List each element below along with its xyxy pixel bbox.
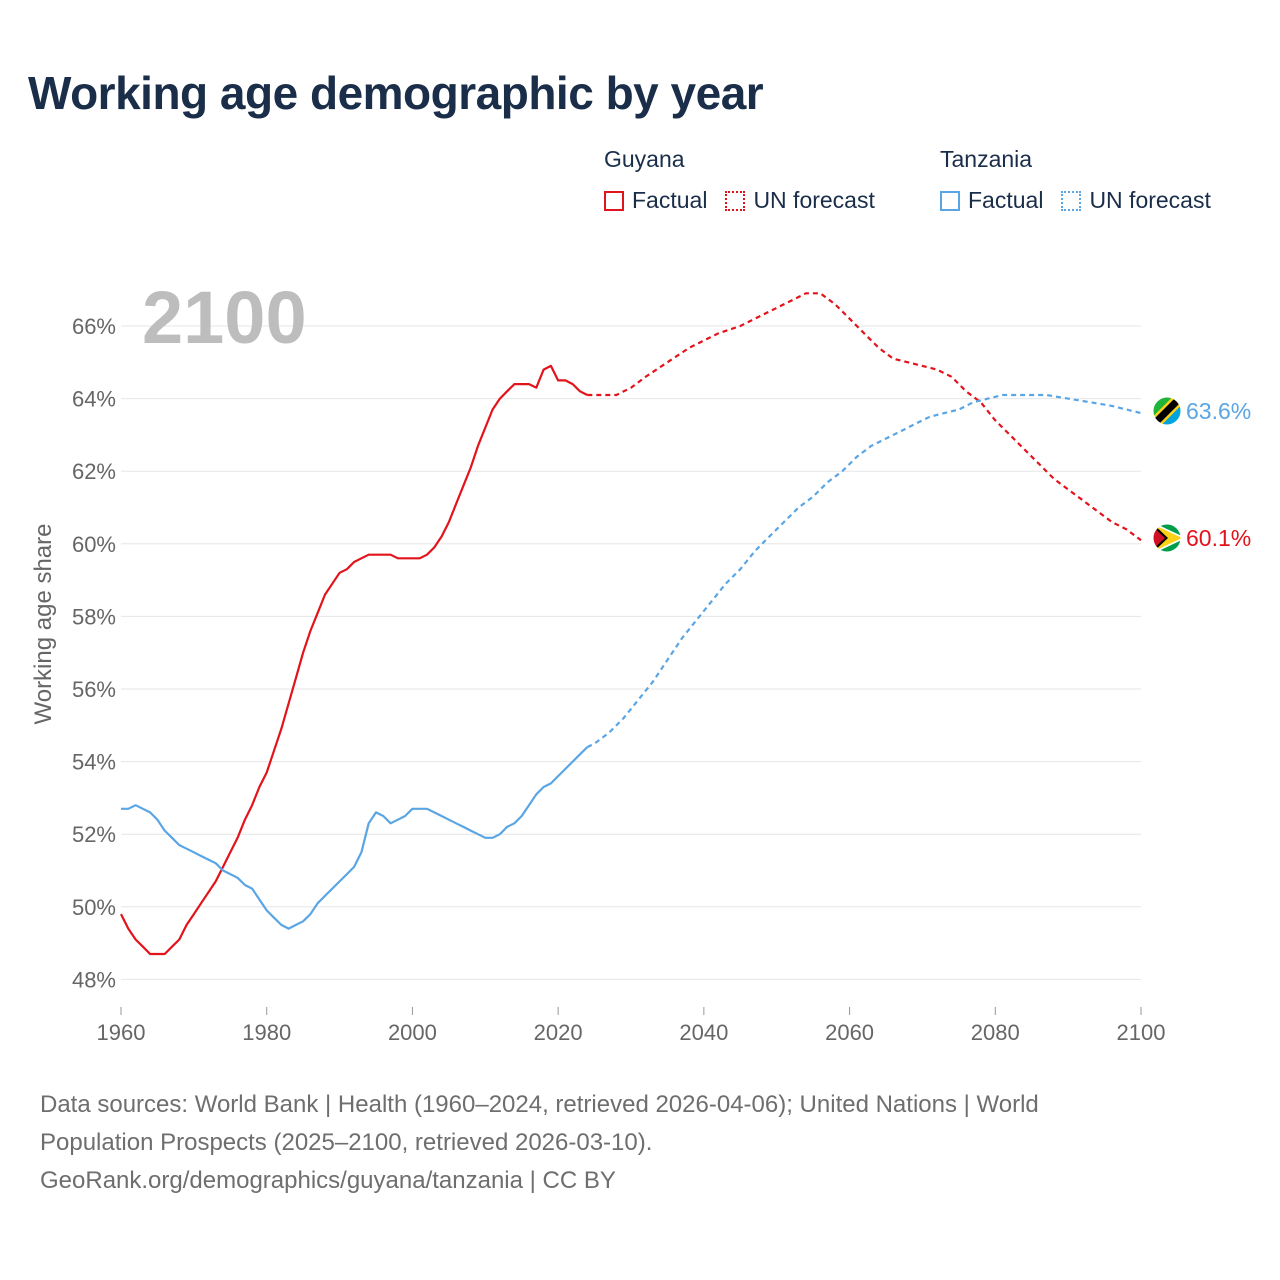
legend-group-guyana: Guyana Factual UN forecast [604, 146, 893, 214]
line-chart: 48% 50% 52% 54% 56% 58% 60% 62% 64% 66% 1960 1980 20… [30, 276, 1251, 1045]
legend-item-guyana-factual[interactable]: Factual [604, 187, 707, 214]
flag-tanzania-icon [1152, 396, 1182, 426]
end-markers: 63.6% 60.1% [1152, 396, 1251, 553]
legend-item-tanzania-factual[interactable]: Factual [940, 187, 1043, 214]
legend-item-guyana-forecast[interactable]: UN forecast [725, 187, 875, 214]
legend-group-name: Tanzania [940, 146, 1033, 172]
legend-label: UN forecast [753, 187, 875, 213]
legend-swatch-solid [940, 190, 960, 211]
series [120, 292, 1142, 956]
legend-swatch-solid [604, 190, 624, 211]
source-url[interactable]: GeoRank.org/demographics/guyana/tanzania… [40, 1167, 616, 1194]
end-label-guyana: 60.1% [1186, 525, 1251, 551]
y-axis-label: Working age share [30, 524, 57, 725]
legend-swatch-dotted [1061, 190, 1082, 211]
y-tick-label: 62% [72, 459, 116, 484]
legend-group-name: Guyana [604, 146, 685, 172]
legend-label: UN forecast [1089, 187, 1211, 213]
y-tick-label: 52% [72, 822, 116, 847]
y-tick-label: 60% [72, 532, 116, 557]
legend-group-tanzania: Tanzania Factual UN forecast [940, 146, 1229, 214]
y-tick-label: 48% [72, 967, 116, 992]
legend-item-tanzania-forecast[interactable]: UN forecast [1061, 187, 1211, 214]
y-tick-label: 58% [72, 604, 116, 629]
gridlines [121, 325, 1141, 980]
legend-label: Factual [632, 187, 708, 213]
legend-label: Factual [968, 187, 1044, 213]
series-line-tanzania-factual[interactable] [121, 746, 589, 930]
year-overlay: 2100 [142, 276, 307, 359]
x-tick-label: 2100 [1117, 1020, 1166, 1045]
y-tick-label: 66% [72, 314, 116, 339]
y-tick-label: 56% [72, 677, 116, 702]
x-tick-label: 2080 [971, 1020, 1020, 1045]
series-line-guyana-factual[interactable] [120, 364, 588, 956]
x-tick-label: 2060 [825, 1020, 874, 1045]
data-sources: Data sources: World Bank | Health (1960–… [40, 1091, 1039, 1156]
footer: Data sources: World Bank | Health (1960–… [40, 1086, 1150, 1200]
y-tick-label: 50% [72, 895, 116, 920]
y-tick-label: 64% [72, 387, 116, 412]
x-tick-label: 1960 [97, 1020, 146, 1045]
legend-swatch-dotted [725, 190, 746, 211]
x-tick-label: 2000 [388, 1020, 437, 1045]
x-tick-label: 2020 [534, 1020, 583, 1045]
flag-guyana-icon [1152, 523, 1182, 553]
x-tick-label: 1980 [242, 1020, 291, 1045]
series-line-guyana-forecast[interactable] [587, 292, 1142, 542]
x-tick-label: 2040 [679, 1020, 728, 1045]
axes: 48% 50% 52% 54% 56% 58% 60% 62% 64% 66% 1960 1980 20… [72, 314, 1166, 1045]
end-label-tanzania: 63.6% [1186, 398, 1251, 424]
series-line-tanzania-forecast[interactable] [586, 393, 1142, 749]
chart-title: Working age demographic by year [28, 67, 764, 119]
y-tick-label: 54% [72, 750, 116, 775]
